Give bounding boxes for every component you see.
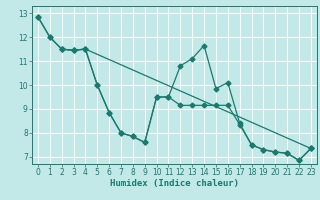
X-axis label: Humidex (Indice chaleur): Humidex (Indice chaleur) [110, 179, 239, 188]
